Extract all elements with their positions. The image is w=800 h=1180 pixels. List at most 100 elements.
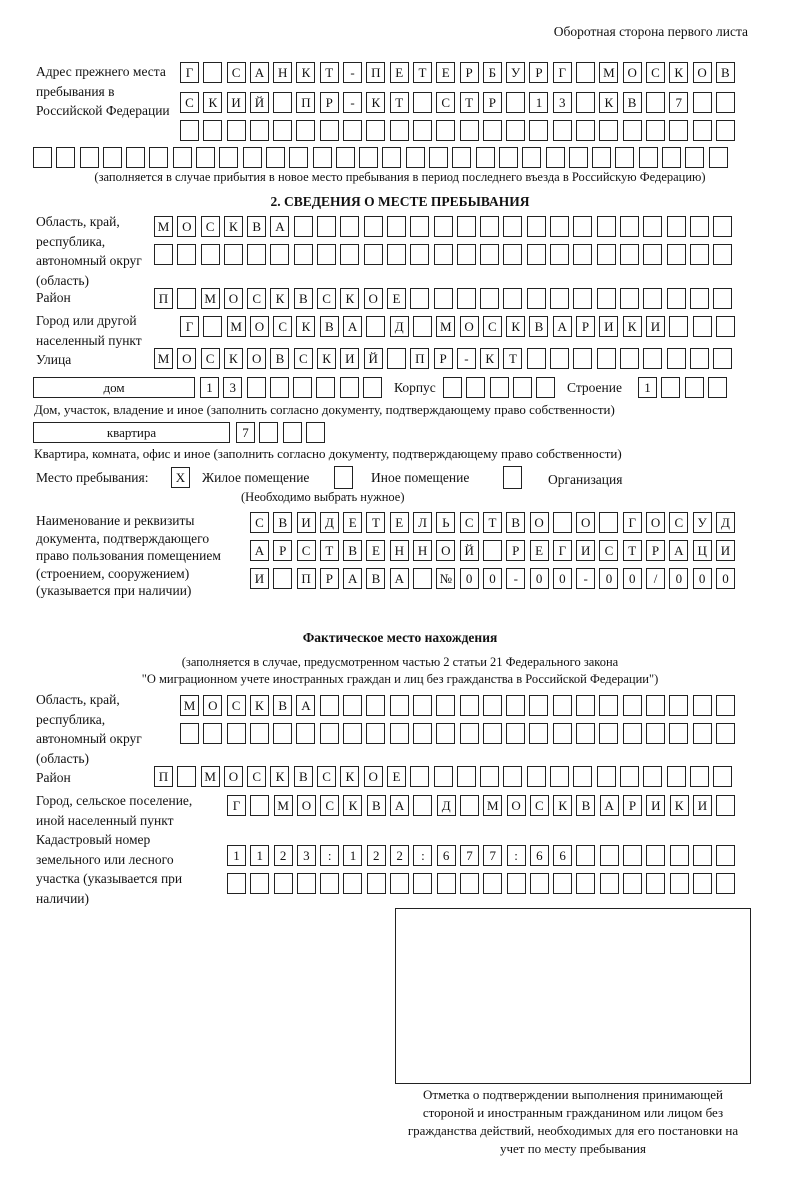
letter-cell[interactable] — [666, 766, 686, 787]
letter-cell[interactable]: А — [343, 316, 363, 337]
letter-cell[interactable] — [319, 723, 339, 744]
letter-cell[interactable]: П — [296, 568, 316, 589]
letter-cell[interactable]: 0 — [482, 568, 502, 589]
letter-cell[interactable]: К — [669, 62, 689, 83]
letter-cell[interactable]: М — [436, 316, 456, 337]
letter-cell[interactable] — [619, 766, 639, 787]
korpus-row[interactable] — [443, 377, 556, 398]
letter-cell[interactable]: С — [296, 540, 316, 561]
letter-cell[interactable]: О — [249, 316, 269, 337]
letter-cell[interactable] — [550, 288, 570, 309]
letter-cell[interactable] — [366, 120, 386, 141]
letter-cell[interactable]: О — [646, 512, 666, 533]
letter-cell[interactable]: У — [506, 62, 526, 83]
letter-cell[interactable]: К — [270, 288, 290, 309]
letter-cell[interactable] — [293, 216, 313, 237]
letter-cell[interactable]: Д — [715, 512, 735, 533]
letter-cell[interactable] — [412, 695, 432, 716]
letter-cell[interactable]: В — [622, 92, 642, 113]
letter-cell[interactable] — [483, 873, 503, 894]
letter-cell[interactable]: И — [599, 316, 619, 337]
letter-cell[interactable] — [475, 147, 495, 168]
letter-cell[interactable]: Е — [529, 540, 549, 561]
letter-cell[interactable] — [296, 723, 316, 744]
letter-cell[interactable]: Ь — [436, 512, 456, 533]
letter-cell[interactable] — [526, 766, 546, 787]
letter-cell[interactable] — [480, 244, 500, 265]
letter-cell[interactable] — [433, 766, 453, 787]
letter-cell[interactable]: У — [692, 512, 712, 533]
letter-cell[interactable] — [249, 120, 269, 141]
letter-cell[interactable] — [689, 216, 709, 237]
letter-cell[interactable] — [366, 723, 386, 744]
letter-cell[interactable] — [692, 845, 712, 866]
letter-cell[interactable]: С — [200, 348, 220, 369]
letter-cell[interactable]: П — [366, 62, 386, 83]
letter-cell[interactable] — [203, 62, 223, 83]
letter-cell[interactable] — [545, 147, 565, 168]
letter-cell[interactable] — [568, 147, 588, 168]
letter-cell[interactable] — [433, 244, 453, 265]
letter-cell[interactable] — [459, 695, 479, 716]
letter-cell[interactable]: - — [576, 568, 596, 589]
letter-cell[interactable] — [456, 288, 476, 309]
letter-cell[interactable] — [180, 120, 199, 141]
letter-cell[interactable]: Е — [366, 540, 386, 561]
letter-cell[interactable] — [619, 288, 639, 309]
letter-cell[interactable]: А — [599, 795, 619, 816]
letter-cell[interactable]: 2 — [366, 845, 386, 866]
letter-cell[interactable]: 0 — [715, 568, 735, 589]
letter-cell[interactable]: Т — [503, 348, 523, 369]
letter-cell[interactable] — [689, 348, 709, 369]
letter-cell[interactable]: : — [413, 845, 433, 866]
letter-cell[interactable]: С — [317, 288, 337, 309]
letter-cell[interactable] — [576, 62, 596, 83]
letter-cell[interactable] — [552, 512, 572, 533]
letter-cell[interactable] — [619, 348, 639, 369]
letter-cell[interactable]: 0 — [622, 568, 642, 589]
letter-cell[interactable]: С — [273, 316, 293, 337]
letter-cell[interactable] — [550, 766, 570, 787]
letter-cell[interactable] — [512, 377, 532, 398]
letter-cell[interactable]: О — [459, 316, 479, 337]
letter-cell[interactable] — [708, 147, 728, 168]
letter-cell[interactable] — [576, 120, 596, 141]
letter-cell[interactable] — [366, 695, 386, 716]
letter-cell[interactable] — [506, 120, 526, 141]
letter-cell[interactable] — [273, 873, 293, 894]
letter-cell[interactable] — [386, 244, 406, 265]
letter-cell[interactable] — [412, 120, 432, 141]
letter-cell[interactable] — [599, 873, 619, 894]
letter-cell[interactable]: В — [366, 568, 386, 589]
cadastral-row-2[interactable] — [227, 873, 736, 894]
letter-cell[interactable]: Б — [482, 62, 502, 83]
letter-cell[interactable]: К — [317, 348, 337, 369]
letter-cell[interactable]: Г — [227, 795, 246, 816]
letter-cell[interactable]: И — [645, 316, 665, 337]
letter-cell[interactable] — [643, 216, 663, 237]
letter-cell[interactable] — [692, 120, 712, 141]
letter-cell[interactable]: О — [296, 795, 316, 816]
letter-cell[interactable]: Т — [622, 540, 642, 561]
letter-cell[interactable]: В — [293, 288, 313, 309]
letter-cell[interactable] — [506, 92, 526, 113]
letter-cell[interactable]: С — [669, 512, 689, 533]
letter-cell[interactable] — [363, 244, 383, 265]
letter-cell[interactable] — [413, 795, 433, 816]
letter-cell[interactable]: Т — [459, 92, 479, 113]
letter-cell[interactable] — [573, 288, 593, 309]
letter-cell[interactable]: В — [247, 216, 267, 237]
letter-cell[interactable]: М — [154, 348, 173, 369]
letter-cell[interactable] — [645, 723, 665, 744]
letter-cell[interactable] — [433, 288, 453, 309]
letter-cell[interactable] — [319, 120, 339, 141]
letter-cell[interactable]: № — [436, 568, 456, 589]
letter-cell[interactable] — [482, 540, 502, 561]
letter-cell[interactable]: 6 — [529, 845, 549, 866]
letter-cell[interactable] — [305, 422, 325, 443]
letter-cell[interactable] — [646, 873, 666, 894]
letter-cell[interactable] — [619, 244, 639, 265]
letter-cell[interactable]: К — [480, 348, 500, 369]
